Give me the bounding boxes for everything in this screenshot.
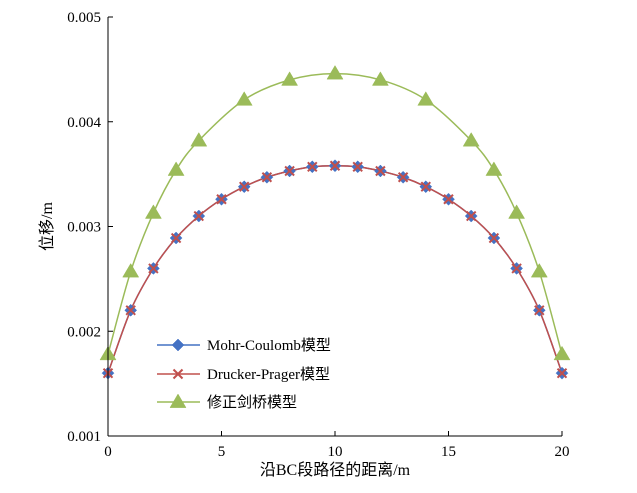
y-tick-label: 0.004: [67, 115, 101, 131]
data-point-x-stroke: [238, 181, 250, 192]
data-point-triangle: [553, 345, 571, 361]
x-tick-label: 5: [218, 444, 226, 460]
data-point-x: [511, 263, 522, 274]
data-point-x: [420, 181, 432, 192]
data-point-x: [148, 263, 159, 274]
data-point-x-stroke: [534, 305, 545, 316]
x-tick-label: 0: [104, 444, 112, 460]
data-point-x-stroke: [261, 172, 273, 183]
y-axis-title: 位移/m: [38, 202, 56, 251]
data-point-x-stroke: [125, 305, 136, 316]
data-point-x: [125, 305, 136, 316]
data-point-triangle: [167, 161, 185, 176]
y-tick-label: 0.001: [67, 429, 101, 445]
y-tick-label: 0.003: [67, 220, 101, 236]
y-tick-label: 0.005: [67, 10, 101, 26]
data-point-x-stroke: [397, 172, 409, 183]
data-point-x-stroke: [420, 181, 432, 192]
data-point-x: [261, 172, 273, 183]
data-point-x: [307, 161, 318, 172]
data-point-x-stroke: [284, 165, 295, 177]
data-point-triangle: [417, 91, 435, 106]
x-tick-label: 10: [328, 444, 343, 460]
data-point-x: [556, 367, 568, 379]
data-point-triangle: [485, 161, 503, 176]
data-point-triangle: [122, 263, 140, 278]
data-point-x-stroke: [443, 194, 454, 205]
data-point-triangle: [530, 263, 548, 278]
series-group: [99, 65, 571, 380]
data-point-x-stroke: [148, 263, 159, 274]
data-point-x: [329, 160, 341, 171]
legend-label: Mohr-Coulomb模型: [207, 337, 331, 354]
data-point-triangle: [462, 132, 480, 147]
data-point-triangle: [190, 132, 208, 147]
data-point-triangle: [508, 204, 526, 219]
axes-group: 0 5 10 15 20 0.001 0.002 0.003 0.004 0.005: [67, 10, 569, 460]
data-point-x: [238, 181, 250, 192]
data-point-x-stroke: [307, 161, 318, 172]
data-point-x: [352, 161, 363, 172]
data-point-x: [172, 368, 184, 380]
data-point-x: [443, 194, 454, 205]
data-point-x-stroke: [511, 263, 522, 274]
data-point-x-stroke: [172, 368, 184, 380]
data-point-x-stroke: [216, 194, 227, 205]
data-point-triangle: [144, 204, 162, 219]
data-point-x-stroke: [465, 210, 477, 222]
data-point-x: [193, 210, 205, 222]
data-point-x-stroke: [556, 367, 568, 379]
data-point-x-stroke: [488, 232, 500, 244]
data-point-x: [488, 232, 500, 244]
legend-label: 修正剑桥模型: [207, 394, 297, 411]
data-point-triangle: [326, 65, 344, 80]
x-tick-label: 20: [555, 444, 570, 460]
data-point-triangle: [169, 393, 187, 408]
data-point-x: [397, 172, 409, 183]
x-axis-title: 沿BC段路径的距离/m: [260, 461, 411, 479]
data-point-x: [216, 194, 227, 205]
legend-label: Drucker-Prager模型: [207, 366, 330, 383]
data-point-x-stroke: [352, 161, 363, 172]
data-point-diamond: [171, 338, 185, 352]
y-tick-label: 0.002: [67, 324, 101, 340]
data-point-x: [465, 210, 477, 222]
data-point-x-stroke: [193, 210, 205, 222]
data-point-triangle: [371, 71, 389, 86]
data-point-x: [284, 165, 295, 177]
data-point-triangle: [281, 71, 299, 86]
data-point-x-stroke: [329, 160, 341, 171]
data-point-x-stroke: [170, 232, 182, 244]
x-tick-label: 15: [441, 444, 456, 460]
data-point-triangle: [235, 91, 253, 106]
data-point-x: [170, 232, 182, 244]
data-point-x-stroke: [375, 165, 386, 177]
data-point-x: [534, 305, 545, 316]
data-point-x: [375, 165, 386, 177]
